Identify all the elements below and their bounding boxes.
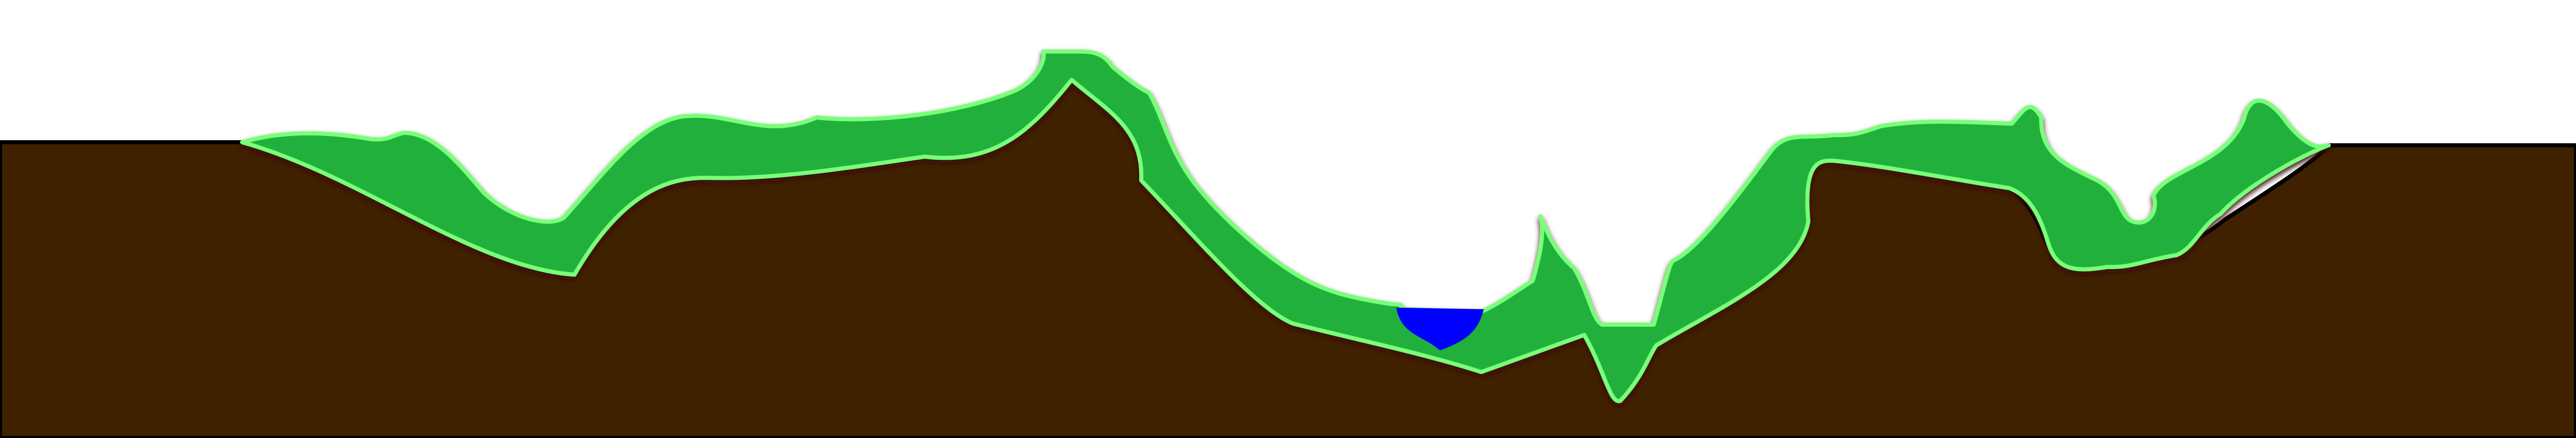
water-pool	[1396, 308, 1484, 350]
green-hill-platform	[240, 49, 2331, 403]
